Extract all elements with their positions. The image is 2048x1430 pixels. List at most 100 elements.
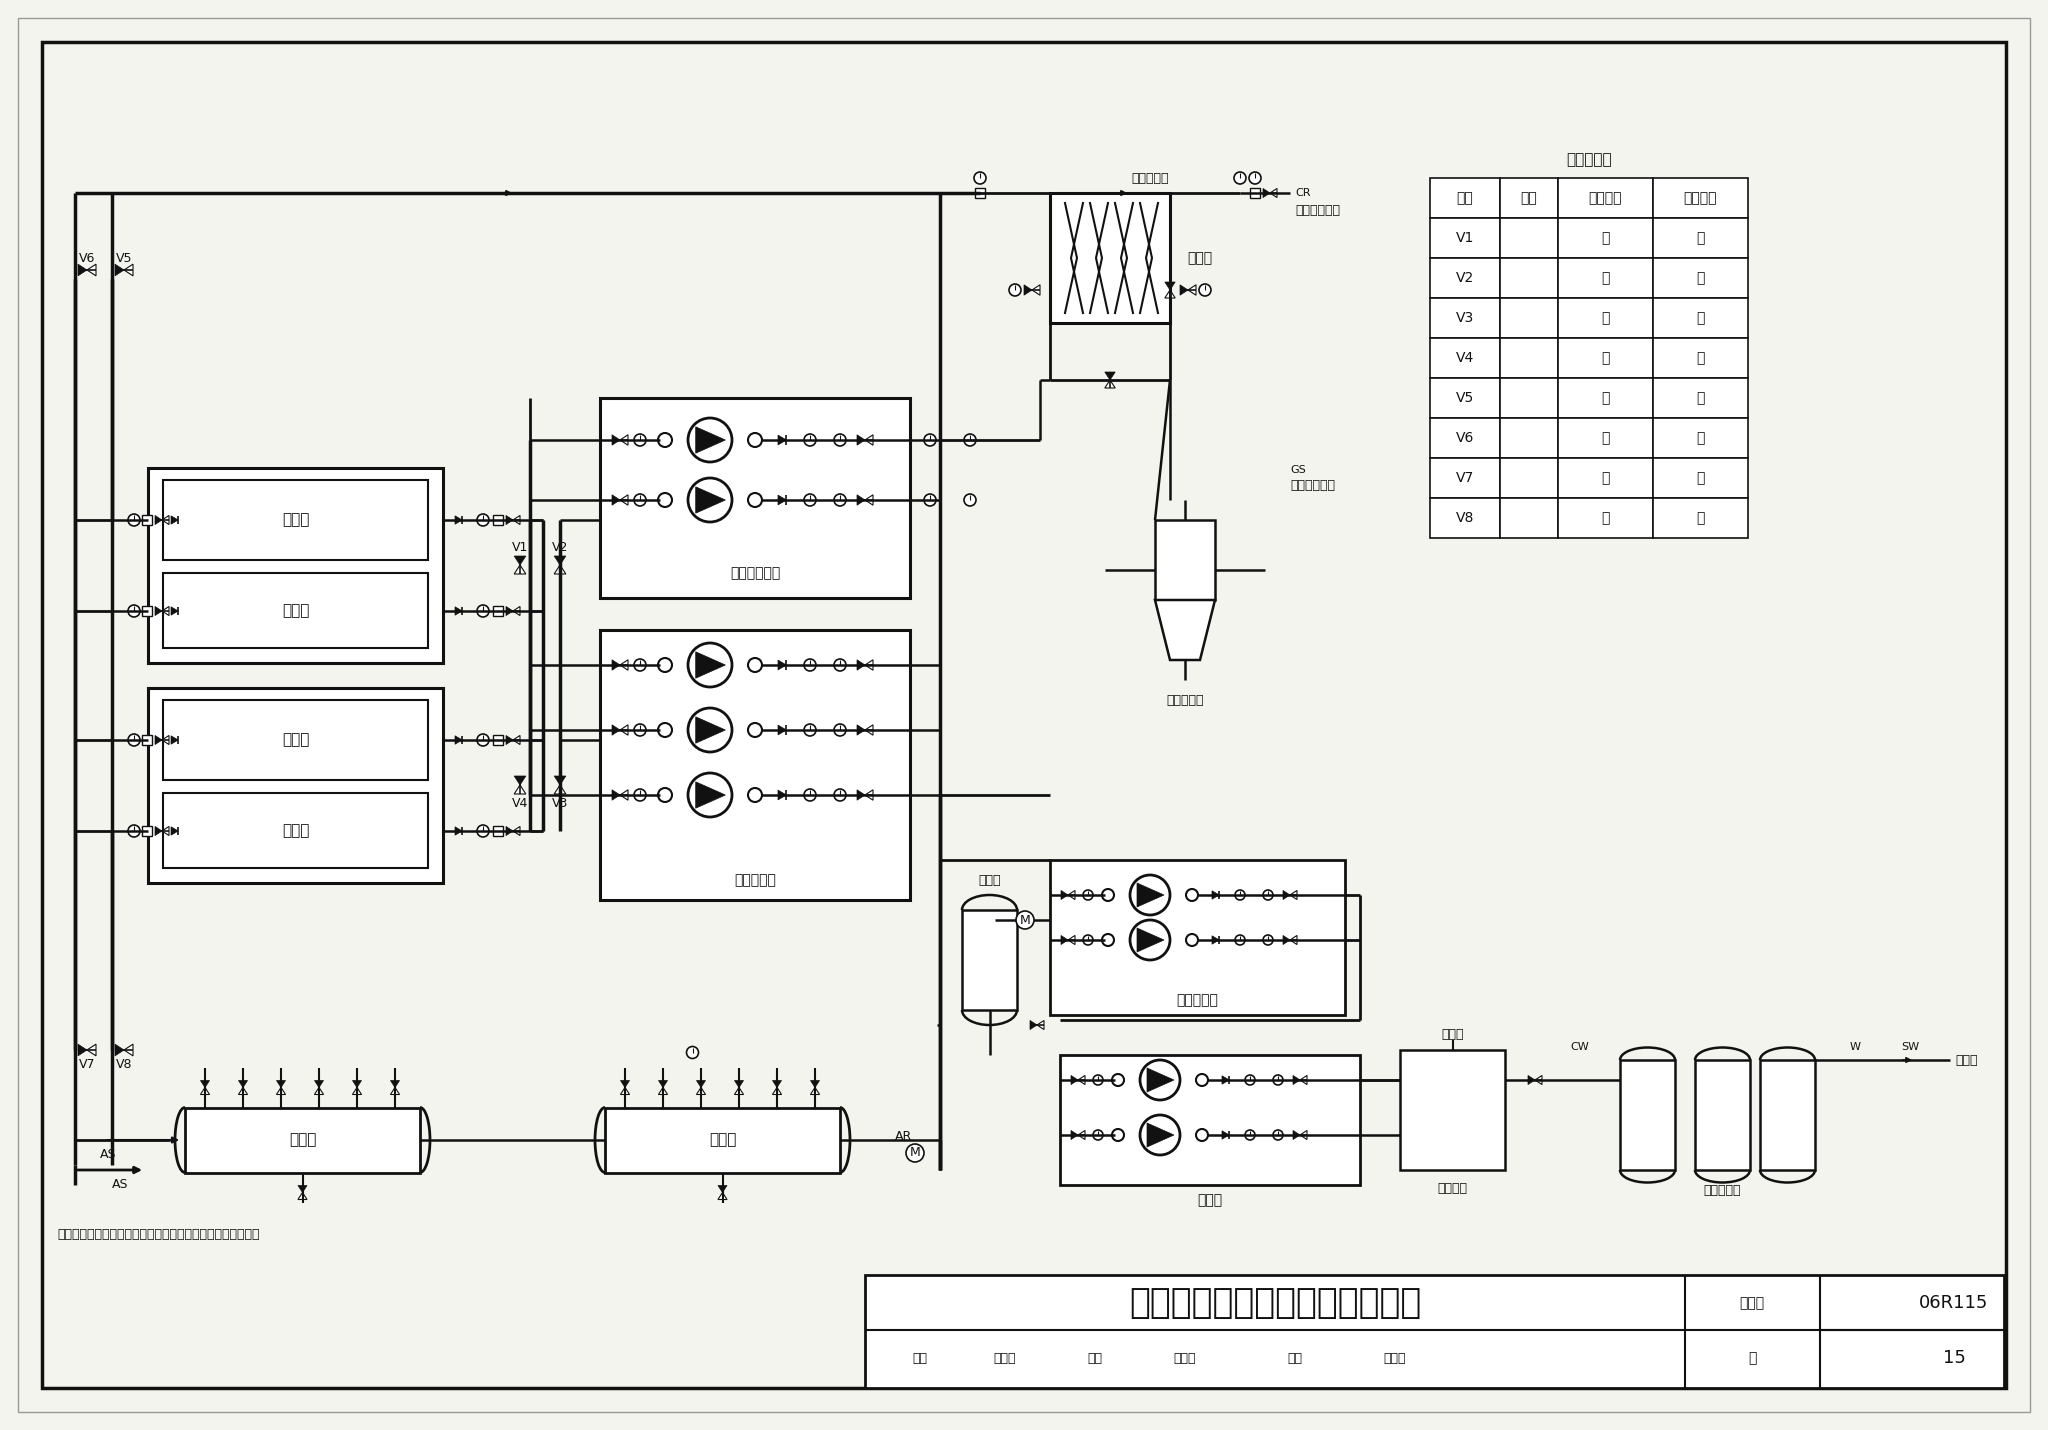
Polygon shape — [1077, 1131, 1085, 1140]
Text: 关: 关 — [1602, 430, 1610, 445]
Polygon shape — [555, 785, 565, 794]
Polygon shape — [1212, 891, 1219, 899]
Bar — [494, 735, 504, 745]
Polygon shape — [170, 736, 178, 744]
Polygon shape — [1292, 1075, 1300, 1084]
Text: V5: V5 — [117, 252, 133, 265]
Polygon shape — [696, 782, 725, 808]
Bar — [1499, 257, 1559, 297]
Bar — [1430, 337, 1499, 378]
Circle shape — [477, 734, 489, 746]
Polygon shape — [125, 265, 133, 276]
Bar — [1430, 257, 1499, 297]
Polygon shape — [162, 606, 170, 615]
Circle shape — [1186, 934, 1198, 947]
Polygon shape — [856, 789, 864, 801]
Circle shape — [1130, 875, 1169, 915]
Polygon shape — [512, 515, 520, 525]
Polygon shape — [621, 1087, 629, 1094]
Text: CW: CW — [1571, 1042, 1589, 1052]
Polygon shape — [864, 659, 872, 671]
Circle shape — [805, 433, 815, 446]
Circle shape — [924, 493, 936, 506]
Polygon shape — [696, 716, 725, 744]
Polygon shape — [1536, 1075, 1542, 1084]
Polygon shape — [78, 1044, 86, 1055]
Bar — [164, 794, 428, 868]
Circle shape — [924, 433, 936, 446]
Bar — [1653, 217, 1749, 257]
Polygon shape — [1264, 189, 1270, 197]
Polygon shape — [170, 606, 178, 615]
Bar — [1430, 458, 1499, 498]
Circle shape — [805, 789, 815, 801]
Text: 图集号: 图集号 — [1739, 1296, 1765, 1310]
Polygon shape — [659, 1081, 668, 1087]
Bar — [975, 187, 985, 197]
Polygon shape — [162, 515, 170, 525]
Bar — [494, 827, 504, 837]
Polygon shape — [455, 606, 463, 615]
Text: V7: V7 — [1456, 470, 1475, 485]
Text: AS: AS — [113, 1178, 129, 1191]
Text: V4: V4 — [512, 797, 528, 809]
Bar — [1499, 458, 1559, 498]
Bar — [1653, 297, 1749, 337]
Polygon shape — [1300, 1075, 1307, 1084]
Bar — [184, 1107, 420, 1173]
Bar — [1653, 458, 1749, 498]
Polygon shape — [864, 435, 872, 445]
Circle shape — [1196, 1130, 1208, 1141]
Circle shape — [688, 708, 731, 752]
Polygon shape — [514, 565, 526, 573]
Polygon shape — [297, 1193, 307, 1200]
Text: 关: 关 — [1696, 310, 1704, 325]
Circle shape — [1112, 1130, 1124, 1141]
Polygon shape — [391, 1081, 399, 1087]
Circle shape — [834, 724, 846, 736]
Text: 工况: 工况 — [1520, 192, 1538, 204]
Polygon shape — [735, 1087, 743, 1094]
Polygon shape — [297, 1185, 307, 1193]
Polygon shape — [1282, 891, 1290, 899]
Bar — [1620, 1060, 1675, 1170]
Polygon shape — [86, 1044, 96, 1055]
Polygon shape — [856, 659, 864, 671]
Circle shape — [1235, 889, 1245, 899]
Bar — [147, 468, 442, 664]
Text: 自来水: 自来水 — [1956, 1054, 1978, 1067]
Bar — [1061, 1055, 1360, 1185]
Circle shape — [1264, 935, 1274, 945]
Bar — [141, 735, 152, 745]
Circle shape — [1274, 1075, 1282, 1085]
Polygon shape — [156, 515, 162, 525]
Polygon shape — [1032, 285, 1040, 295]
Text: 蒸发器: 蒸发器 — [283, 824, 309, 838]
Polygon shape — [1165, 282, 1176, 290]
Bar — [1653, 418, 1749, 458]
Polygon shape — [719, 1193, 727, 1200]
Text: V3: V3 — [551, 797, 567, 809]
Circle shape — [1130, 919, 1169, 960]
Text: 末端循环泵: 末端循环泵 — [733, 872, 776, 887]
Text: 关: 关 — [1602, 511, 1610, 525]
Bar — [1430, 418, 1499, 458]
Circle shape — [975, 172, 985, 184]
Bar — [1653, 257, 1749, 297]
Text: 软化水装置: 软化水装置 — [1704, 1184, 1741, 1197]
Polygon shape — [1077, 1075, 1085, 1084]
Polygon shape — [864, 495, 872, 505]
Text: 冬季供热: 冬季供热 — [1683, 192, 1718, 204]
Text: V6: V6 — [78, 252, 94, 265]
Circle shape — [1094, 1130, 1104, 1140]
Circle shape — [688, 644, 731, 686]
Polygon shape — [1137, 882, 1163, 907]
Bar — [1430, 297, 1499, 337]
Polygon shape — [276, 1081, 285, 1087]
Text: 阀门: 阀门 — [1456, 192, 1473, 204]
Polygon shape — [1223, 1075, 1229, 1084]
Bar — [1430, 177, 1499, 217]
Text: 关: 关 — [1602, 350, 1610, 365]
Polygon shape — [696, 486, 725, 513]
Circle shape — [805, 724, 815, 736]
